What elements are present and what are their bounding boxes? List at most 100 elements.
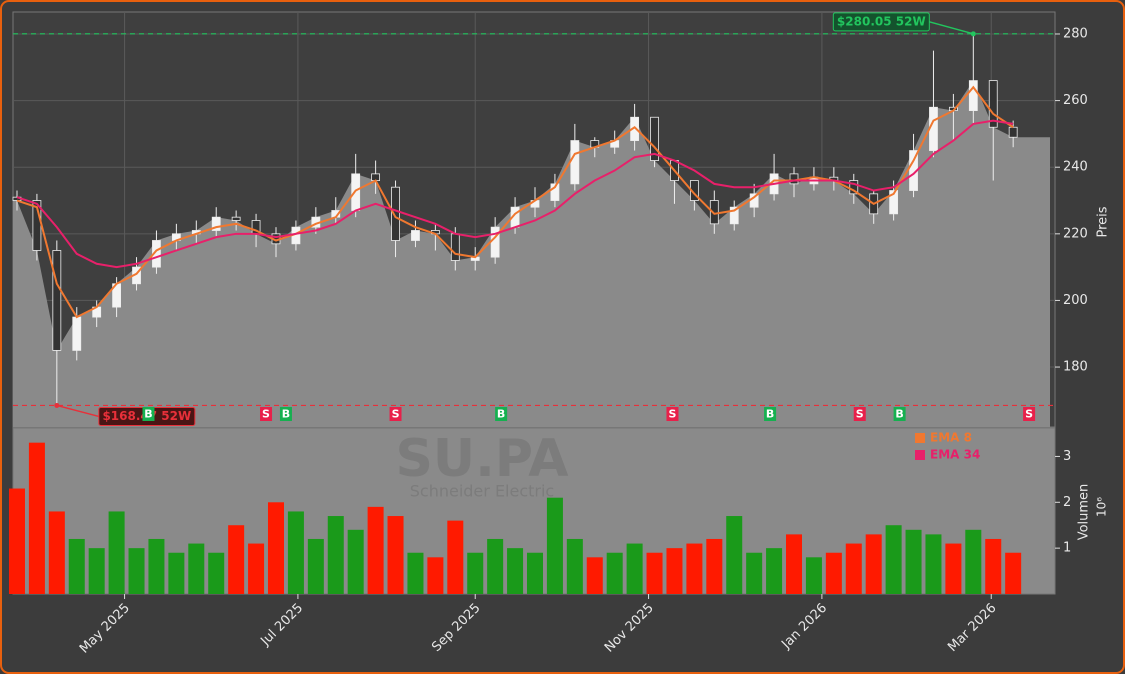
volume-bar — [248, 543, 265, 594]
candle-body — [849, 180, 859, 195]
legend-label: EMA 34 — [930, 448, 980, 462]
candle-body — [72, 316, 82, 351]
annotation-point — [970, 31, 976, 37]
candle-body — [411, 230, 420, 241]
volume-bar — [945, 543, 962, 594]
volume-bar — [586, 557, 603, 594]
volume-bar — [905, 529, 922, 594]
volume-bar — [447, 520, 464, 594]
volume-bar — [706, 538, 723, 594]
annotation-point — [54, 402, 60, 408]
volume-bar — [307, 538, 324, 594]
volume-bar — [746, 552, 763, 594]
volume-bar — [108, 511, 125, 594]
signal-label: B — [895, 408, 903, 421]
volume-bar — [885, 525, 902, 594]
signal-marker — [495, 407, 508, 421]
candle-body — [929, 106, 938, 151]
volume-bar — [128, 548, 145, 594]
volume-exponent: 10⁶ — [1095, 497, 1109, 517]
signal-label: S — [392, 408, 400, 421]
signal-label: S — [1025, 408, 1033, 421]
close-area — [12, 80, 1050, 427]
signal-marker — [1023, 407, 1036, 421]
signal-marker — [279, 407, 292, 421]
signal-marker — [142, 407, 155, 421]
annotation-arrow — [929, 21, 974, 35]
volume-bar — [407, 552, 424, 594]
legend-swatch — [915, 450, 925, 460]
volume-tick-label: 3 — [1063, 449, 1071, 464]
volume-bar — [606, 552, 623, 594]
candle-body — [988, 80, 998, 128]
volume-bar — [726, 516, 743, 594]
volume-bar — [28, 442, 45, 594]
volume-bar — [985, 538, 1002, 594]
y-tick-label: 280 — [1063, 26, 1088, 41]
candle-body — [789, 173, 799, 185]
y-tick-label: 220 — [1063, 226, 1088, 241]
volume-bar — [487, 538, 504, 594]
volume-bar — [327, 516, 344, 594]
candle-body — [211, 216, 221, 231]
volume-bar — [168, 552, 185, 594]
candle-body — [968, 80, 978, 111]
volume-bar — [228, 525, 245, 594]
volume-bar — [646, 552, 663, 594]
watermark-symbol: SU.PA — [395, 429, 568, 489]
signal-label: B — [497, 408, 505, 421]
volume-bar — [387, 516, 404, 594]
volume-bar — [566, 538, 583, 594]
candle-body — [391, 186, 400, 241]
legend-swatch — [915, 433, 925, 443]
volume-bar — [845, 543, 862, 594]
candle-body — [1008, 126, 1018, 138]
annotation-box — [832, 12, 930, 32]
volume-bar — [208, 552, 225, 594]
volume-bar — [526, 552, 543, 594]
signal-label: B — [282, 408, 290, 421]
volume-bar — [148, 538, 165, 594]
candle-body — [490, 226, 500, 258]
signal-label: S — [262, 408, 270, 421]
signal-marker — [764, 407, 777, 421]
candle-body — [450, 233, 460, 261]
signal-label: B — [766, 408, 774, 421]
volume-axis-label: Volumen — [1077, 484, 1092, 541]
volume-bar — [686, 543, 703, 594]
volume-bar — [546, 497, 563, 594]
volume-tick-label: 1 — [1063, 541, 1071, 556]
candle-body — [231, 216, 241, 221]
volume-bar — [188, 543, 205, 594]
volume-bar — [666, 548, 683, 594]
volume-bar — [347, 529, 364, 594]
volume-bar — [467, 552, 484, 594]
annotation-label: $280.05 52W — [837, 14, 926, 28]
candle-body — [550, 183, 560, 201]
signal-marker — [666, 407, 679, 421]
y-tick-label: 180 — [1063, 360, 1088, 375]
volume-bar — [427, 557, 444, 594]
ema-line — [16, 119, 1014, 269]
volume-bar — [507, 548, 524, 594]
volume-bar — [825, 552, 842, 594]
volume-bar — [68, 538, 85, 594]
candle-body — [889, 190, 899, 215]
signal-label: S — [856, 408, 864, 421]
volume-bar — [1005, 552, 1022, 594]
volume-bar — [88, 548, 105, 594]
signal-marker — [853, 407, 866, 421]
volume-bar — [267, 502, 284, 594]
volume-bar — [287, 511, 304, 594]
candle-body — [52, 250, 62, 351]
y-tick-label: 240 — [1063, 160, 1088, 175]
volume-bar — [626, 543, 643, 594]
volume-bar — [865, 534, 882, 594]
signal-marker — [260, 407, 273, 421]
volume-bar — [48, 511, 65, 594]
annotation-arrow — [56, 404, 100, 418]
volume-bar — [766, 548, 783, 594]
volume-bar — [925, 534, 942, 594]
signal-marker — [893, 407, 906, 421]
